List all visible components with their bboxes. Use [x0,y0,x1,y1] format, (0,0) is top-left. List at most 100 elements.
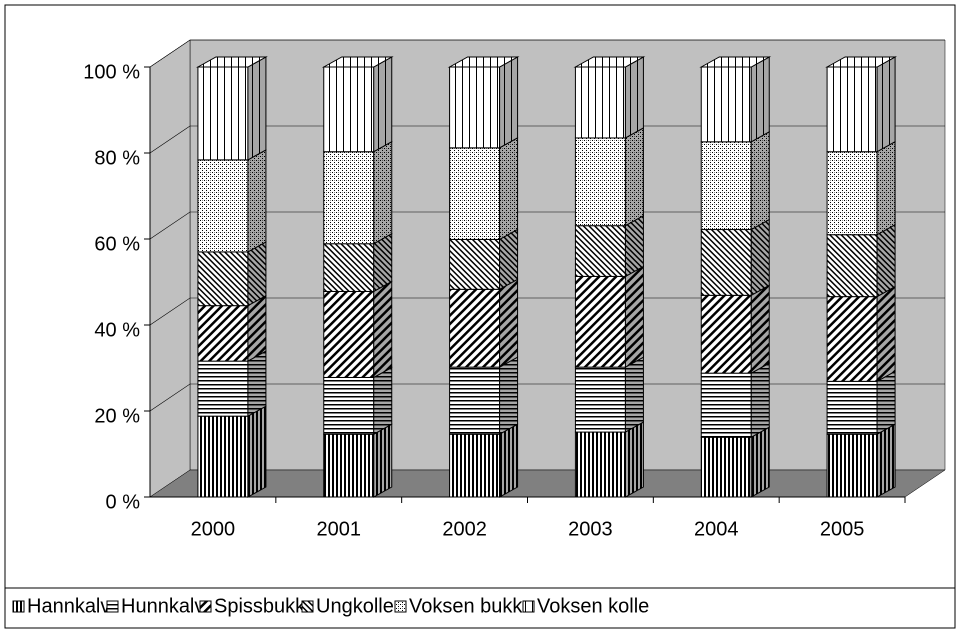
legend-label: Ungkolle [316,595,394,617]
x-tick-label: 2000 [191,518,236,540]
bar-segment [197,159,249,253]
legend-label: Hannkalv [27,595,110,617]
bar-segment [449,238,501,290]
bar-side-shade [751,219,770,296]
y-tick-label: 80 % [94,147,140,169]
bar-segment [700,436,752,498]
legend-swatch [522,600,535,613]
legend-swatch [394,600,407,613]
bar-side-shade [625,215,644,277]
bar-segment [700,66,752,143]
grid [149,39,945,412]
bar-side-shade [247,241,266,306]
bar-side-shade [373,367,392,435]
bar-side-shade [247,351,266,417]
grid-line [149,125,945,154]
bar-side-shade [499,357,518,435]
bar-segment [197,251,249,307]
legend-swatch [106,600,119,613]
bar-top [447,56,520,68]
bar-side-shade [625,57,644,138]
bar-side-shade [877,371,896,435]
bar-side-shade [247,295,266,362]
bar-side-shade [877,424,896,497]
bar-side-shade [625,357,644,433]
y-tick-label: 100 % [83,61,140,83]
legend-label: Spissbukk [214,595,306,617]
bar-segment [700,141,752,231]
bar-segment [323,151,375,245]
bar-side-shade [247,406,266,497]
bar-segment [574,137,626,227]
bar-segment [826,433,878,498]
bar-side-shade [751,285,770,374]
bar-segment [323,243,375,292]
bar-segment [197,415,249,498]
bar-top [825,56,898,68]
legend: Hannkalv Hunnkalv Spissbukk Ungkolle Voksen … [12,595,649,617]
bar-side-shade [499,137,518,240]
bar-segment [197,66,249,161]
bar-side-shade [877,141,896,235]
bar-segment [700,372,752,438]
y-tick-label: 40 % [94,319,140,341]
legend-swatch [301,600,314,613]
bar-side-shade [625,266,644,368]
bar-segment [700,294,752,374]
x-tick-label: 2004 [694,518,739,540]
bar-side-shade [625,422,644,497]
bar-segment [826,234,878,298]
legend-swatch [199,600,212,613]
bar-segment [574,366,626,433]
bar-side-shade [499,229,518,290]
bar-segment [574,275,626,368]
bar-side-shade [877,286,896,382]
side-wall [149,39,191,498]
bar-segment [449,366,501,435]
bar-side-shade [373,57,392,152]
bar-side-shade [373,141,392,244]
bar-segment [449,433,501,498]
bar-side-shade [247,149,266,252]
bar-side-shade [373,281,392,378]
bar-top [573,56,646,68]
bar-segment [700,229,752,296]
y-tick-label: 0 % [106,491,141,513]
grid-line [149,297,945,326]
bar-side-shade [373,233,392,292]
grid-line [149,211,945,240]
bar-side-shade [751,363,770,438]
bar-segment [826,151,878,236]
legend-label: Voksen bukk [409,595,523,617]
bar-side-shade [877,57,896,152]
floor [149,469,946,498]
bars [195,56,898,498]
y-tick-label: 20 % [94,405,140,427]
bar-side-shade [247,57,266,160]
bar-segment [323,376,375,435]
bar-side-shade [499,424,518,497]
bar-segment [574,431,626,498]
bar-side-shade [625,127,644,226]
bar-side-shade [751,57,770,142]
x-tick-label: 2001 [317,518,362,540]
bar-segment [574,225,626,277]
bar-top [321,56,394,68]
bar-segment [449,66,501,149]
legend-label: Voksen kolle [537,595,649,617]
bar-segment [826,66,878,153]
legend-swatch [12,600,25,613]
grid-line [149,383,945,412]
bar-side-shade [499,279,518,368]
bar-side-shade [877,224,896,297]
bar-side-shade [751,427,770,497]
x-tick-label: 2002 [442,518,487,540]
bar-segment [449,147,501,240]
bar-segment [826,296,878,382]
bar-top [195,56,268,68]
legend-box [4,587,956,629]
bar-segment [197,305,249,362]
legend-label: Hunnkalv [121,595,204,617]
x-tick-label: 2003 [568,518,613,540]
